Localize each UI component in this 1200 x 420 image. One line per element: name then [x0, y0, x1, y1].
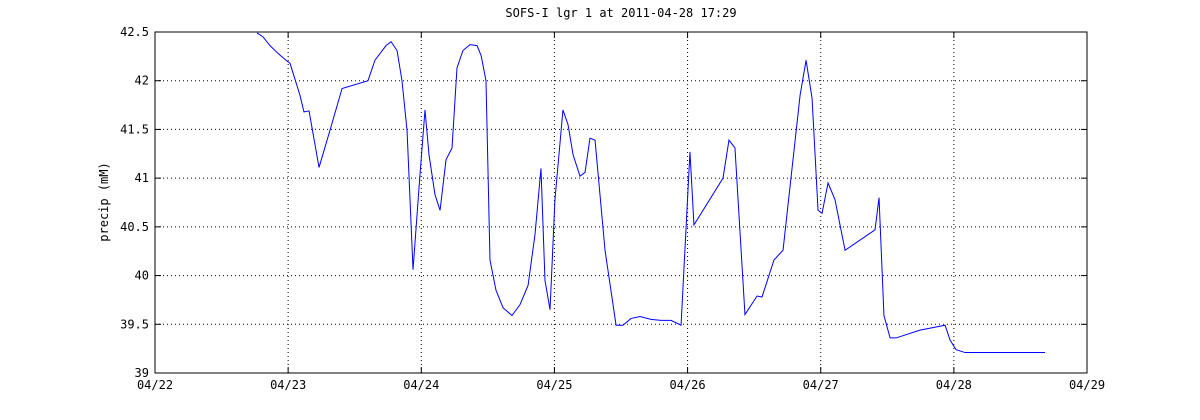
y-tick-label: 40.5: [120, 220, 149, 234]
y-tick-label: 41: [135, 171, 149, 185]
y-tick-label: 42: [135, 74, 149, 88]
x-tick-label: 04/28: [936, 378, 972, 392]
x-tick-label: 04/22: [137, 378, 173, 392]
x-tick-label: 04/24: [403, 378, 439, 392]
x-tick-label: 04/26: [670, 378, 706, 392]
chart-title: SOFS-I lgr 1 at 2011-04-28 17:29: [505, 6, 736, 20]
data-line: [256, 32, 1046, 354]
x-tick-label: 04/27: [803, 378, 839, 392]
y-tick-label: 42.5: [120, 25, 149, 39]
y-tick-label: 40: [135, 269, 149, 283]
y-tick-label: 39.5: [120, 317, 149, 331]
plot-frame: [154, 31, 1088, 374]
x-tick-label: 04/25: [536, 378, 572, 392]
y-tick-label: 39: [135, 366, 149, 380]
x-tick-label: 04/29: [1069, 378, 1105, 392]
x-tick-label: 04/23: [270, 378, 306, 392]
y-axis-label: precip (mM): [97, 162, 111, 241]
y-tick-label: 41.5: [120, 122, 149, 136]
